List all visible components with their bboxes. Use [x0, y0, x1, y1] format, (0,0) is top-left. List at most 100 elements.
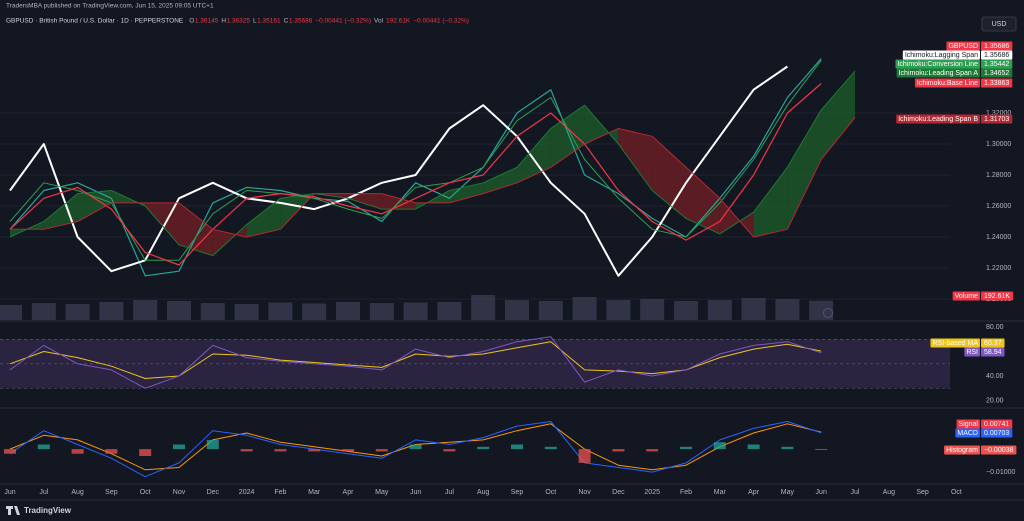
- ichimoku-cloud: [550, 105, 585, 168]
- ichimoku-cloud: [348, 193, 382, 210]
- currency[interactable]: USD: [992, 21, 1007, 28]
- histogram-bar: [781, 446, 794, 450]
- legend-box: [902, 50, 980, 60]
- histogram-bar: [37, 444, 50, 450]
- volume-bar: [741, 298, 766, 320]
- volume-bar: [268, 302, 293, 320]
- last-value-label: 0.00703: [984, 430, 1009, 437]
- legend-box: [930, 338, 980, 348]
- last-value-box: [981, 59, 1013, 69]
- legend-box: [914, 78, 980, 88]
- series-line: [9, 421, 822, 478]
- ichimoku-cloud: [179, 202, 213, 256]
- x-tick-label: Sep: [511, 489, 524, 496]
- last-value-box: [981, 41, 1013, 51]
- x-tick-label: Sep: [916, 489, 929, 496]
- x-tick-label: Dec: [612, 489, 625, 496]
- last-value-label: 192.61K: [984, 293, 1010, 300]
- volume-bar: [674, 301, 698, 320]
- volume-bar: [336, 302, 360, 320]
- histogram-bar: [612, 449, 625, 452]
- series-line: [9, 336, 822, 389]
- last-value-label: 0.00741: [984, 421, 1009, 428]
- ichimoku-cloud: [246, 198, 281, 238]
- legend-box: [952, 291, 980, 301]
- last-value-box: [981, 114, 1013, 124]
- volume-bar: [403, 302, 428, 320]
- x-tick-label: 2024: [239, 489, 255, 496]
- quote-part: L: [253, 18, 257, 25]
- legend-box: [955, 428, 980, 438]
- footer-logo: [6, 506, 20, 515]
- y-tick-label: 40.00: [986, 373, 1004, 380]
- legend-label: Ichimoku:Lagging Span: [905, 52, 978, 59]
- histogram-bar: [747, 444, 760, 450]
- ichimoku-cloud: [43, 193, 78, 230]
- volume-bar: [437, 302, 462, 320]
- last-value-label: 1.35442: [984, 61, 1009, 68]
- quote-part: C: [284, 18, 289, 25]
- histogram-bar: [680, 446, 692, 450]
- y-tick-label: 1.32000: [986, 110, 1011, 117]
- x-tick-label: Jul: [39, 489, 48, 496]
- x-tick-label: 2025: [644, 489, 660, 496]
- ichimoku-cloud: [686, 167, 720, 234]
- x-tick-label: Mar: [308, 489, 321, 496]
- legend-label: Ichimoku:Base Line: [917, 80, 978, 87]
- legend-label: Volume: [955, 293, 978, 300]
- volume-bar: [471, 295, 496, 320]
- y-tick-label: 1.22000: [986, 265, 1011, 272]
- legend-box: [896, 114, 980, 124]
- x-tick-label: Apr: [343, 489, 355, 496]
- ichimoku-cloud: [517, 128, 551, 183]
- volume-bar: [65, 304, 90, 320]
- volume-bar: [505, 300, 529, 320]
- volume-bar: [538, 301, 563, 320]
- volume-bar: [31, 303, 56, 320]
- last-value-label: 1.31703: [984, 116, 1009, 123]
- quote-part: H: [221, 18, 226, 25]
- histogram-bar: [4, 449, 16, 454]
- x-tick-label: Oct: [545, 489, 556, 496]
- histogram-bar: [646, 449, 659, 452]
- volume-bar: [234, 304, 259, 320]
- last-value-box: [981, 50, 1013, 60]
- x-tick-label: Oct: [140, 489, 151, 496]
- x-tick-label: Oct: [951, 489, 962, 496]
- x-tick-label: Jun: [4, 489, 15, 496]
- x-tick-label: Nov: [578, 489, 591, 496]
- last-value-box: [981, 428, 1013, 438]
- histogram-bar: [511, 444, 523, 450]
- ichimoku-cloud: [618, 128, 653, 191]
- quote-part: 1.35161: [257, 18, 281, 25]
- y-tick-label: 80.00: [986, 324, 1004, 331]
- currency-button[interactable]: [981, 16, 1017, 32]
- last-value-box: [981, 445, 1017, 455]
- y-tick-label: 1.30000: [986, 141, 1011, 148]
- x-tick-label: Nov: [173, 489, 186, 496]
- last-value-label: 1.35686: [984, 52, 1009, 59]
- last-value-box: [981, 419, 1013, 429]
- symbol-title: GBPUSD · British Pound / U.S. Dollar · 1…: [6, 18, 184, 25]
- last-value-box: [981, 338, 1005, 348]
- x-tick-label: Mar: [714, 489, 727, 496]
- volume-bar: [606, 300, 631, 320]
- volume-bar: [200, 303, 225, 320]
- ichimoku-cloud: [753, 167, 788, 238]
- volume-bar: [707, 300, 732, 320]
- last-value-box: [981, 291, 1014, 301]
- histogram-bar: [815, 449, 828, 450]
- quote-part: −0.00441 (−0.32%): [413, 18, 469, 25]
- x-tick-label: Jul: [851, 489, 860, 496]
- ichimoku-cloud: [77, 190, 112, 222]
- histogram-bar: [578, 449, 591, 463]
- quote-part: −0.00441 (−0.32%): [315, 18, 371, 25]
- volume-bar: [572, 297, 597, 320]
- volume-bar: [640, 299, 665, 320]
- x-tick-label: Aug: [477, 489, 490, 496]
- histogram-bar: [375, 449, 388, 452]
- histogram-bar: [308, 449, 321, 452]
- quote-part: 192.61K: [386, 18, 411, 25]
